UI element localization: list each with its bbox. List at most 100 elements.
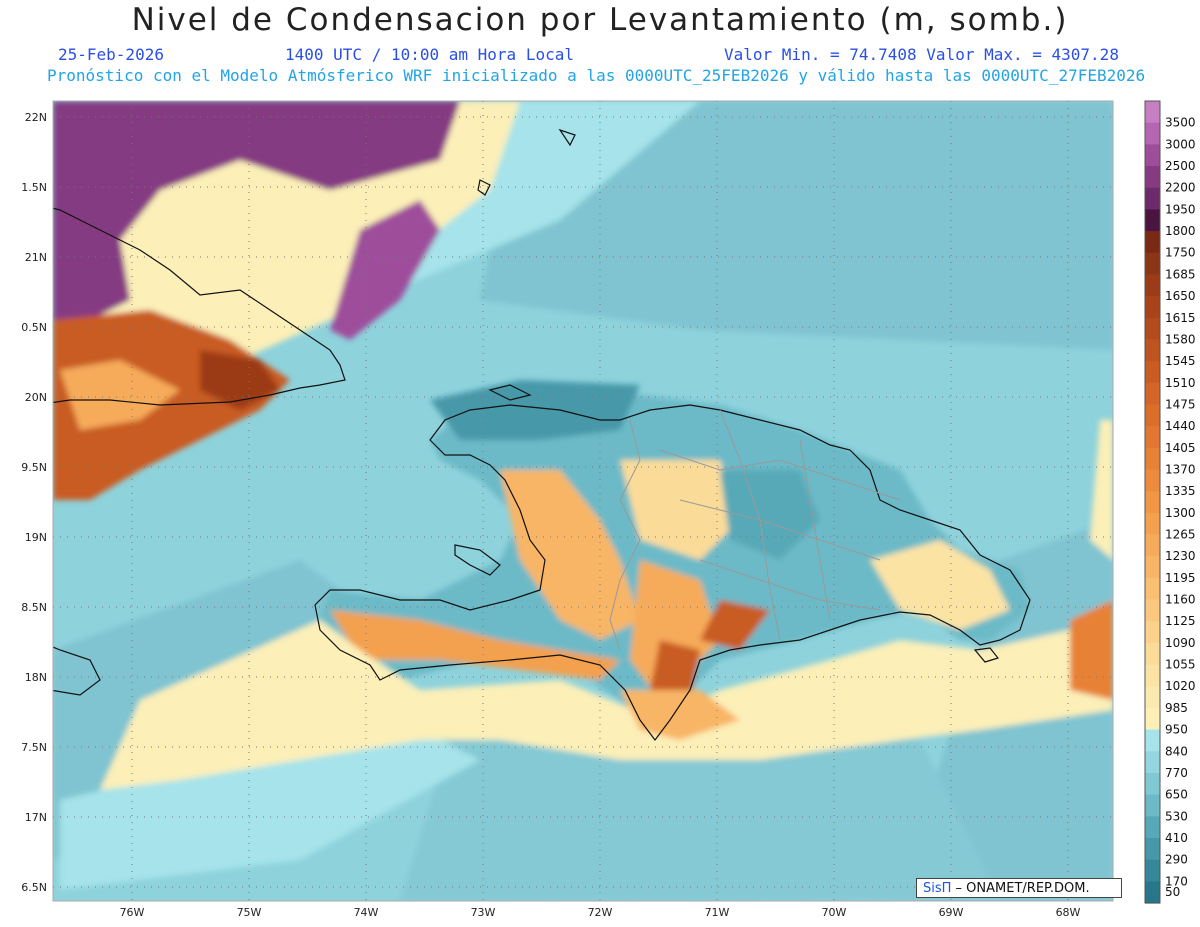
colorbar-swatch (1145, 751, 1160, 774)
colorbar-swatch (1145, 382, 1160, 406)
lat-label: 8.5N (21, 601, 47, 614)
colorbar-swatch (1145, 556, 1160, 579)
colorbar-label: 170 (1165, 874, 1188, 888)
credit-box: SisΠ – ONAMET/REP.DOM. (916, 878, 1122, 898)
model-subtitle: Pronóstico con el Modelo Atmósferico WRF… (47, 66, 1146, 85)
colorbar-label: 1020 (1165, 679, 1196, 693)
colorbar-swatch (1145, 772, 1160, 796)
colorbar-swatch (1145, 252, 1160, 276)
colorbar-label: 530 (1165, 809, 1188, 823)
colorbar-label: 1370 (1165, 462, 1196, 476)
colorbar-swatch (1145, 859, 1160, 882)
colorbar-label: 1440 (1165, 419, 1196, 433)
lon-label: 76W (120, 906, 145, 919)
colorbar-label: 290 (1165, 853, 1188, 867)
colorbar-label: 3000 (1165, 137, 1196, 151)
colorbar-label: 1800 (1165, 224, 1196, 238)
gonave-island (454, 544, 501, 576)
colorbar-swatch (1145, 512, 1160, 536)
colorbar-swatch (1145, 599, 1160, 622)
latitude-labels: 22N 1.5N 21N 0.5N 20N 9.5N 19N 8.5N 18N … (21, 111, 47, 894)
lat-label: 9.5N (21, 461, 47, 474)
colorbar-swatch (1145, 729, 1160, 752)
lat-label: 18N (25, 671, 47, 684)
colorbar-label: 1750 (1165, 246, 1196, 260)
colorbar-swatch (1145, 166, 1160, 189)
colorbar-label: 1195 (1165, 571, 1196, 585)
colorbar-label: 410 (1165, 831, 1188, 845)
colorbar-label: 3500 (1165, 116, 1196, 130)
colorbar-label: 1475 (1165, 397, 1196, 411)
hispaniola-coast (314, 404, 1031, 741)
colorbar-swatch (1145, 361, 1160, 384)
colorbar-swatch (1145, 642, 1160, 666)
colorbar-swatch (1145, 101, 1160, 124)
lon-label: 69W (939, 906, 964, 919)
cuba-coast (53, 207, 346, 406)
lat-label: 0.5N (21, 321, 47, 334)
min-max-values: Valor Min. = 74.7408 Valor Max. = 4307.2… (724, 45, 1119, 64)
lon-label: 75W (237, 906, 262, 919)
colorbar-swatch (1145, 296, 1160, 319)
colorbar-label: 1685 (1165, 267, 1196, 281)
colorbar-label: 2200 (1165, 181, 1196, 195)
colorbar-swatch (1145, 317, 1160, 341)
lat-label: 19N (25, 531, 47, 544)
colorbar-swatch (1145, 664, 1160, 687)
colorbar-label: 1950 (1165, 202, 1196, 216)
colorbar-swatch (1145, 621, 1160, 644)
sispi-logo: SisΠ (923, 881, 952, 896)
colorbar-label: 1125 (1165, 614, 1196, 628)
colorbar-label: 2500 (1165, 159, 1196, 173)
colorbar-swatch (1145, 534, 1160, 557)
colorbar: 3500 3000 2500 2200 1950 1800 1750 1685 1650 1615… (1144, 100, 1196, 904)
colorbar-swatch (1145, 231, 1160, 254)
colorbar-label: 1055 (1165, 658, 1196, 672)
map-frame (52, 100, 1114, 902)
credit-text: – ONAMET/REP.DOM. (951, 881, 1090, 896)
lon-label: 70W (822, 906, 847, 919)
colorbar-label: 1300 (1165, 506, 1196, 520)
colorbar-swatch (1145, 209, 1160, 232)
colorbar-label: 1580 (1165, 332, 1196, 346)
map-grid (53, 101, 1113, 901)
lon-label: 74W (354, 906, 379, 919)
colorbar-swatch (1145, 881, 1160, 904)
colorbar-swatch (1145, 144, 1160, 167)
lat-label: 6.5N (21, 881, 47, 894)
colorbar-label: 1090 (1165, 636, 1196, 650)
colorbar-swatch (1145, 339, 1160, 362)
colorbar-label: 1335 (1165, 484, 1196, 498)
lat-label: 1.5N (21, 181, 47, 194)
colorbar-label: 1615 (1165, 311, 1196, 325)
lon-label: 73W (471, 906, 496, 919)
colorbar-label: 770 (1165, 766, 1188, 780)
colorbar-label: 840 (1165, 744, 1188, 758)
colorbar-label: 1230 (1165, 549, 1196, 563)
lon-label: 72W (588, 906, 613, 919)
colorbar-label: 1265 (1165, 528, 1196, 542)
colorbar-swatch (1145, 122, 1160, 145)
colorbar-swatch (1145, 447, 1160, 471)
colorbar-swatch (1145, 187, 1160, 210)
colorbar-label: 1545 (1165, 354, 1196, 368)
map-title: Nivel de Condensacion por Levantamiento … (131, 2, 1069, 38)
colorbar-swatch (1145, 794, 1160, 817)
lat-label: 20N (25, 391, 47, 404)
colorbar-label: 1510 (1165, 376, 1196, 390)
lat-label: 7.5N (21, 741, 47, 754)
colorbar-label: 985 (1165, 701, 1188, 715)
colorbar-frame (1144, 100, 1161, 904)
colorbar-swatch (1145, 816, 1160, 839)
colorbar-label: 650 (1165, 788, 1188, 802)
colorbar-swatch (1145, 707, 1160, 731)
lat-label: 17N (25, 811, 47, 824)
lon-label: 71W (705, 906, 730, 919)
coastlines (53, 128, 1031, 741)
colorbar-swatch (1145, 469, 1160, 492)
lcl-field (53, 101, 1113, 901)
colorbar-label: 1650 (1165, 289, 1196, 303)
lat-label: 22N (25, 111, 47, 124)
colorbar-swatch (1145, 491, 1160, 514)
